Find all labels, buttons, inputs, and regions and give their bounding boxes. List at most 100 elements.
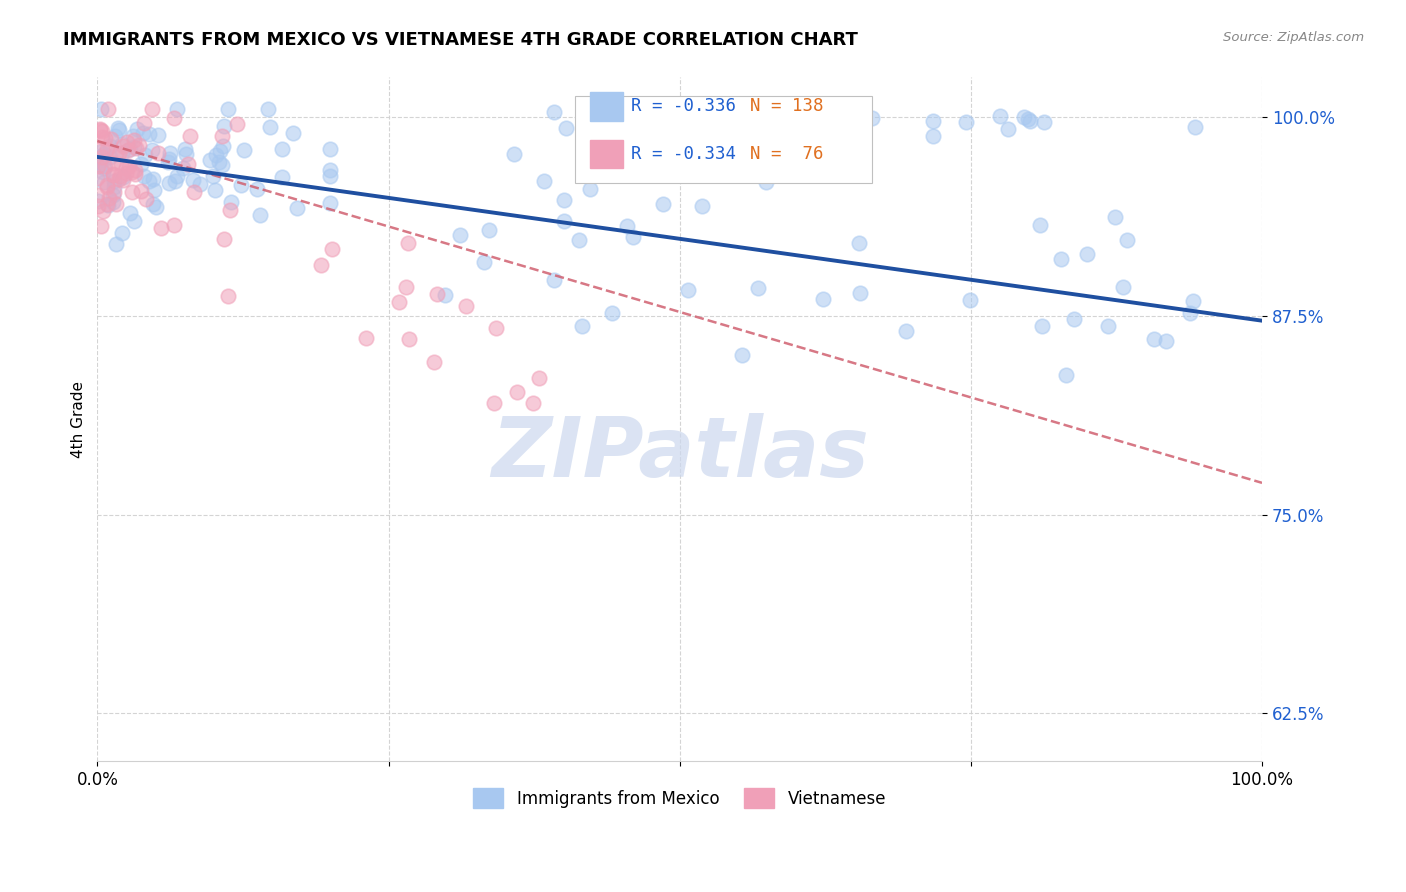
Point: [166, 169, 188, 183]
Point: [226, 118, 249, 132]
Point: [142, 183, 165, 197]
Point: [135, 192, 157, 206]
Point: [112, 139, 135, 153]
Point: [110, 157, 132, 171]
Point: [100, 132, 122, 146]
Point: [163, 219, 186, 233]
Point: [1112, 279, 1135, 293]
Point: [104, 129, 127, 144]
Point: [212, 232, 235, 246]
Point: [124, 167, 146, 181]
Point: [138, 174, 160, 188]
Point: [755, 175, 778, 189]
Point: [145, 200, 167, 214]
Point: [107, 121, 129, 136]
Point: [87, 194, 110, 209]
Point: [218, 203, 240, 218]
Point: [97, 190, 120, 204]
Point: [396, 236, 419, 251]
Point: [319, 163, 342, 178]
Point: [1031, 318, 1053, 333]
Point: [1028, 219, 1050, 233]
Point: [506, 385, 529, 400]
Point: [122, 133, 145, 147]
Point: [1116, 233, 1139, 247]
Point: [1018, 114, 1040, 128]
Point: [111, 169, 134, 184]
Point: [125, 121, 148, 136]
Point: [87, 199, 110, 213]
Point: [543, 273, 565, 287]
Bar: [591, 92, 623, 120]
Point: [209, 144, 232, 158]
Point: [159, 145, 181, 160]
Point: [672, 120, 695, 134]
Point: [388, 294, 411, 309]
Point: [98, 139, 121, 153]
Point: [93, 161, 115, 175]
Bar: [591, 140, 623, 169]
Point: [111, 136, 134, 151]
Point: [91, 204, 114, 219]
Point: [110, 169, 132, 184]
Point: [96, 178, 118, 192]
Point: [93, 159, 115, 173]
Point: [568, 233, 591, 247]
Point: [134, 116, 156, 130]
Point: [104, 146, 127, 161]
Point: [657, 116, 679, 130]
Point: [179, 128, 201, 143]
Point: [1097, 318, 1119, 333]
Point: [188, 177, 211, 191]
Point: [281, 126, 304, 140]
Point: [398, 332, 420, 346]
Point: [142, 197, 165, 211]
Point: [103, 179, 125, 194]
Point: [212, 139, 235, 153]
Point: [87, 159, 110, 173]
Point: [176, 156, 198, 170]
Point: [214, 119, 236, 133]
Point: [96, 179, 118, 194]
Point: [103, 195, 125, 210]
Point: [728, 119, 751, 133]
Point: [553, 194, 575, 208]
Point: [120, 205, 142, 219]
Point: [131, 184, 153, 198]
Point: [1012, 110, 1035, 124]
Point: [747, 281, 769, 295]
Point: [434, 288, 457, 302]
Point: [103, 174, 125, 188]
Point: [690, 199, 713, 213]
Point: [988, 109, 1011, 123]
Y-axis label: 4th Grade: 4th Grade: [72, 381, 86, 458]
Point: [89, 159, 111, 173]
Point: [90, 219, 112, 234]
Point: [922, 129, 945, 144]
Point: [555, 121, 578, 136]
Point: [246, 182, 269, 196]
Point: [259, 120, 281, 135]
Point: [125, 141, 148, 155]
Point: [122, 140, 145, 154]
Point: [120, 142, 142, 156]
Point: [146, 146, 169, 161]
Point: [103, 167, 125, 181]
Point: [1180, 306, 1202, 320]
Point: [101, 156, 124, 170]
Point: [93, 175, 115, 189]
Point: [90, 150, 112, 164]
Point: [141, 143, 163, 157]
Point: [90, 129, 112, 144]
Point: [87, 150, 110, 164]
Point: [395, 280, 418, 294]
Point: [454, 299, 477, 313]
Point: [114, 166, 136, 180]
Point: [249, 208, 271, 222]
Point: [211, 157, 233, 171]
Point: [232, 143, 254, 157]
Point: [1076, 247, 1098, 261]
Point: [478, 223, 501, 237]
Point: [1104, 210, 1126, 224]
Point: [134, 148, 156, 162]
